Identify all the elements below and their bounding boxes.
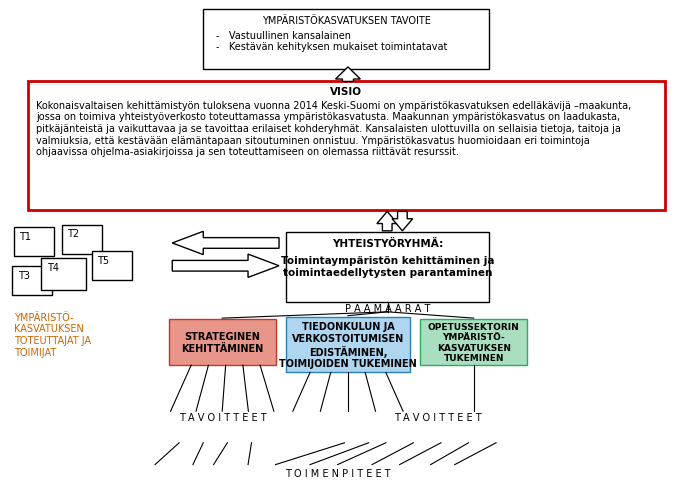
- FancyBboxPatch shape: [286, 317, 410, 373]
- Polygon shape: [377, 212, 398, 231]
- FancyBboxPatch shape: [41, 259, 86, 290]
- Text: T A V O I T T E E T: T A V O I T T E E T: [178, 412, 267, 422]
- Text: -   Vastuullinen kansalainen
-   Kestävän kehityksen mukaiset toimintatavat: - Vastuullinen kansalainen - Kestävän ke…: [216, 30, 447, 52]
- FancyBboxPatch shape: [14, 227, 54, 257]
- Text: T2: T2: [68, 229, 80, 239]
- Text: OPETUSSEKTORIN
YMPÄRISTÖ-
KASVATUKSEN
TUKEMINEN: OPETUSSEKTORIN YMPÄRISTÖ- KASVATUKSEN TU…: [428, 322, 520, 363]
- Text: TIEDONKULUN JA
VERKOSTOITUMISEN
EDISTÄMINEN,
TOIMIJOIDEN TUKEMINEN: TIEDONKULUN JA VERKOSTOITUMISEN EDISTÄMI…: [279, 321, 417, 368]
- Text: YMPÄRISTÖ-
KASVATUKSEN
TOTEUTTAJAT JA
TOIMIJAT: YMPÄRISTÖ- KASVATUKSEN TOTEUTTAJAT JA TO…: [14, 312, 91, 357]
- Text: T A V O I T T E E T: T A V O I T T E E T: [394, 412, 482, 422]
- Text: VISIO: VISIO: [330, 87, 362, 97]
- Polygon shape: [336, 68, 360, 82]
- FancyBboxPatch shape: [420, 319, 527, 365]
- Text: P Ä Ä M Ä Ä R Ä T: P Ä Ä M Ä Ä R Ä T: [344, 304, 430, 314]
- FancyBboxPatch shape: [286, 232, 489, 302]
- Text: STRATEGINEN
KEHITTÄMINEN: STRATEGINEN KEHITTÄMINEN: [181, 332, 263, 353]
- Text: T3: T3: [18, 270, 30, 280]
- Text: Kokonaisvaltaisen kehittämistyön tuloksena vuonna 2014 Keski-Suomi on ympäristök: Kokonaisvaltaisen kehittämistyön tulokse…: [36, 101, 631, 157]
- FancyBboxPatch shape: [169, 319, 276, 365]
- Polygon shape: [172, 232, 279, 255]
- Text: Toimintaympäristön kehittäminen ja
toimintaedellytysten parantaminen: Toimintaympäristön kehittäminen ja toimi…: [281, 256, 494, 277]
- FancyBboxPatch shape: [92, 252, 132, 281]
- Text: YMPÄRISTÖKASVATUKSEN TAVOITE: YMPÄRISTÖKASVATUKSEN TAVOITE: [262, 16, 431, 26]
- Text: T1: T1: [19, 231, 31, 242]
- Text: T5: T5: [97, 256, 110, 266]
- Text: YHTEISTYÖRYHMÄ:: YHTEISTYÖRYHMÄ:: [332, 238, 443, 248]
- FancyBboxPatch shape: [12, 266, 52, 295]
- Polygon shape: [392, 212, 413, 231]
- Polygon shape: [172, 255, 279, 278]
- FancyBboxPatch shape: [62, 225, 102, 254]
- Text: T O I M E N P I T E E T: T O I M E N P I T E E T: [285, 469, 391, 478]
- FancyBboxPatch shape: [28, 82, 665, 211]
- Text: T4: T4: [47, 263, 59, 273]
- FancyBboxPatch shape: [203, 10, 489, 70]
